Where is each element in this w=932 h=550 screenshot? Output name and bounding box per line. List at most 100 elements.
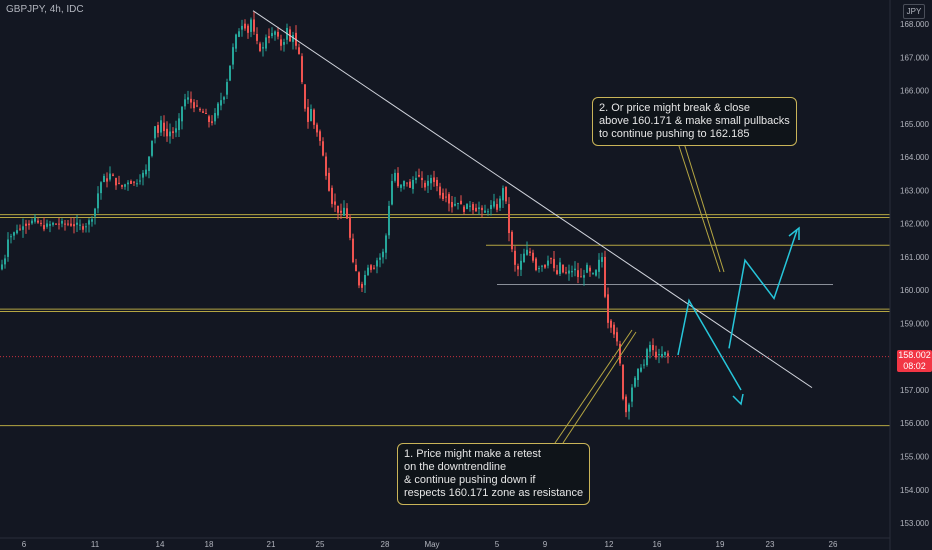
- candle-body: [247, 25, 249, 33]
- candle-body: [76, 222, 78, 225]
- candle-body: [109, 173, 111, 180]
- candle-body: [604, 256, 606, 297]
- time-tick-label: May: [424, 540, 439, 549]
- candle-body: [52, 222, 54, 225]
- price-tick-label: 154.000: [900, 486, 929, 495]
- candle-body: [517, 266, 519, 270]
- price-tick-label: 167.000: [900, 53, 929, 62]
- candle-body: [391, 181, 393, 205]
- candle-body: [520, 260, 522, 270]
- time-tick-label: 28: [381, 540, 390, 549]
- candle-body: [163, 122, 165, 132]
- candle-body: [463, 206, 465, 212]
- candle-body: [73, 224, 75, 227]
- candle-body: [643, 364, 645, 366]
- bullish-projection: [728, 230, 798, 349]
- downtrend-line: [252, 10, 813, 389]
- last-price-value: 158.002: [898, 350, 931, 360]
- candle-body: [166, 128, 168, 137]
- candle-body: [466, 203, 468, 210]
- candle-body: [448, 194, 450, 204]
- candle-body: [541, 265, 543, 267]
- candle-body: [349, 217, 351, 238]
- candle-body: [577, 270, 579, 278]
- candle-body: [199, 108, 201, 111]
- price-tick-label: 159.000: [900, 319, 929, 328]
- candle-body: [49, 224, 51, 226]
- candle-body: [67, 223, 69, 225]
- candle-body: [574, 268, 576, 271]
- candle-body: [601, 257, 603, 262]
- candle-body: [328, 172, 330, 191]
- candle-body: [46, 223, 48, 227]
- price-tick-label: 156.000: [900, 419, 929, 428]
- candle-body: [343, 207, 345, 216]
- candle-body: [655, 351, 657, 358]
- candle-body: [406, 182, 408, 184]
- candle-body: [148, 156, 150, 171]
- candle-body: [1, 264, 3, 270]
- candle-body: [523, 253, 525, 263]
- candle-body: [346, 208, 348, 219]
- candle-body: [478, 207, 480, 210]
- time-tick-label: 14: [156, 540, 165, 549]
- candle-body: [469, 205, 471, 207]
- candle-body: [586, 264, 588, 273]
- candle-body: [415, 177, 417, 180]
- candle-body: [424, 182, 426, 188]
- candle-body: [121, 185, 123, 187]
- candle-body: [28, 223, 30, 226]
- candle-body: [559, 262, 561, 274]
- candle-body: [544, 264, 546, 268]
- candle-body: [79, 224, 81, 226]
- candle-body: [265, 37, 267, 49]
- candle-body: [205, 112, 207, 114]
- candle-body: [10, 236, 12, 238]
- candle-body: [571, 271, 573, 273]
- candle-body: [379, 257, 381, 260]
- candle-body: [418, 174, 420, 177]
- candle-body: [106, 178, 108, 182]
- candle-body: [217, 103, 219, 116]
- candle-body: [256, 33, 258, 41]
- candle-body: [616, 332, 618, 342]
- time-tick-label: 21: [267, 540, 276, 549]
- candle-body: [619, 343, 621, 364]
- annotation-retest-scenario[interactable]: 1. Price might make a retest on the down…: [397, 443, 591, 505]
- candle-body: [250, 19, 252, 32]
- time-tick-label: 26: [829, 540, 838, 549]
- candle-body: [364, 274, 366, 286]
- candle-body: [16, 230, 18, 234]
- candle-body: [388, 205, 390, 236]
- currency-badge[interactable]: JPY: [903, 4, 925, 19]
- candle-body: [316, 124, 318, 133]
- candle-body: [277, 31, 279, 37]
- candle-body: [259, 43, 261, 52]
- note2-pointer: [683, 142, 725, 273]
- candle-body: [622, 365, 624, 399]
- horizontal-levels[interactable]: [0, 214, 890, 427]
- candle-body: [94, 208, 96, 217]
- price-tick-label: 161.000: [900, 253, 929, 262]
- candle-body: [160, 120, 162, 133]
- candle-body: [22, 226, 24, 230]
- candle-body: [499, 198, 501, 208]
- candle-body: [529, 251, 531, 253]
- price-tick-label: 165.000: [900, 120, 929, 129]
- candle-body: [169, 131, 171, 137]
- candle-body: [154, 126, 156, 139]
- candle-body: [178, 118, 180, 131]
- candle-body: [598, 259, 600, 272]
- annotation-breakout-scenario[interactable]: 2. Or price might break & close above 16…: [592, 97, 797, 146]
- time-tick-label: 11: [91, 540, 100, 549]
- candle-body: [475, 207, 477, 212]
- candle-body: [100, 182, 102, 194]
- candle-body: [334, 201, 336, 205]
- candle-body: [550, 258, 552, 260]
- trendlines[interactable]: [252, 10, 813, 444]
- candle-body: [85, 226, 87, 228]
- candle-body: [274, 31, 276, 35]
- candle-body: [319, 131, 321, 141]
- candle-body: [661, 353, 663, 357]
